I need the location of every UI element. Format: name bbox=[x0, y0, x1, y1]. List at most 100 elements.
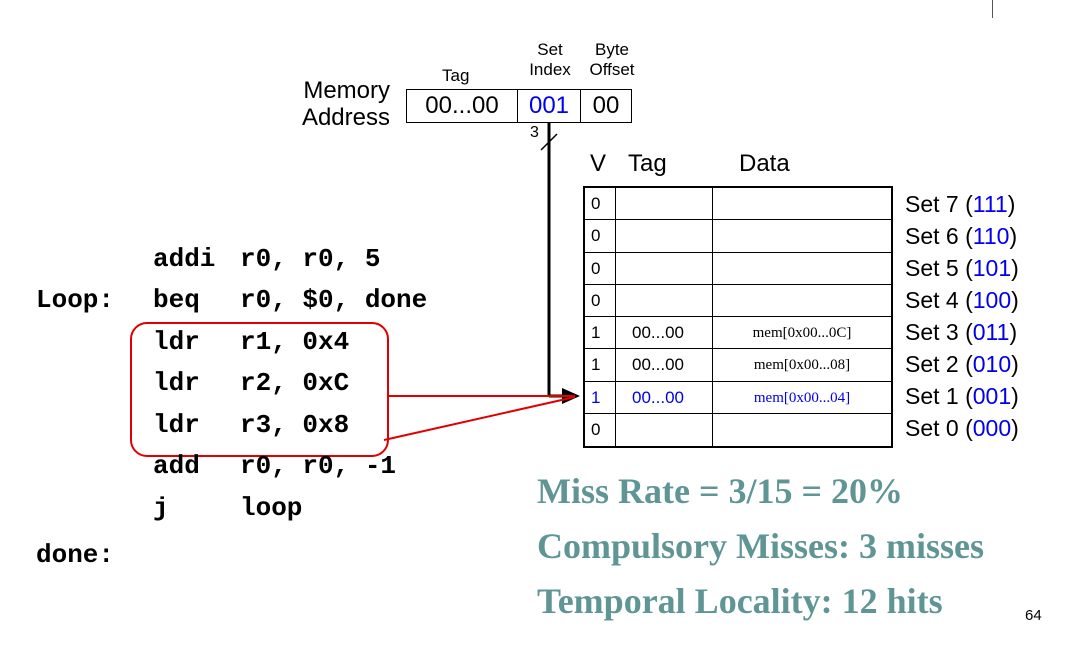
cache-row-set4: 0 bbox=[585, 284, 891, 317]
set-label-text: Set 5 ( bbox=[905, 255, 973, 281]
cache-header-tag: Tag bbox=[628, 150, 667, 177]
code-args: r0, $0, done bbox=[240, 285, 428, 315]
slide-divider bbox=[992, 0, 993, 18]
cache-tag bbox=[616, 413, 713, 446]
set-header-line1: Set bbox=[537, 40, 563, 59]
cache-row-set3: 1 00...00 mem[0x00...0C] bbox=[585, 317, 891, 350]
cache-valid-bit: 1 bbox=[585, 317, 616, 349]
cache-row-set1: 1 00...00 mem[0x00...04] bbox=[585, 381, 891, 414]
cache-valid-bit: 0 bbox=[585, 284, 616, 316]
offset-header-line1: Byte bbox=[594, 40, 630, 59]
code-line: ldr r2, 0xC bbox=[36, 368, 496, 400]
set-label-text: Set 1 ( bbox=[905, 383, 973, 409]
ldr-highlight-box bbox=[130, 322, 389, 457]
cache-data bbox=[713, 188, 891, 219]
cache-data bbox=[713, 220, 891, 251]
address-tag-field: 00...00 bbox=[406, 89, 518, 123]
cache-data: mem[0x00...0C] bbox=[752, 325, 852, 341]
cache-valid-bit: 0 bbox=[585, 252, 616, 284]
code-args: loop bbox=[240, 493, 303, 523]
set-label-1: Set 1 (001) bbox=[905, 382, 1019, 410]
set-label-close: ) bbox=[1011, 415, 1019, 441]
set-label-close: ) bbox=[1011, 383, 1019, 409]
set-header-line2: Index bbox=[529, 60, 571, 79]
address-set-field: 001 bbox=[517, 89, 581, 123]
code-args: r0, r0, -1 bbox=[240, 451, 397, 481]
set-label-close: ) bbox=[1007, 191, 1016, 217]
code-op: beq bbox=[153, 285, 200, 315]
code-op: j bbox=[153, 493, 169, 523]
set-label-5: Set 5 (101) bbox=[905, 254, 1019, 282]
set-label-bits: 111 bbox=[972, 191, 1008, 217]
code-line: ldr r1, 0x4 bbox=[36, 327, 496, 359]
cache-table: 0 0 0 0 1 00...00 mem[0x00...0C] 1 00...… bbox=[583, 186, 893, 448]
code-op: ldr bbox=[153, 327, 200, 357]
cache-tag bbox=[616, 284, 713, 316]
compulsory-misses-text: Compulsory Misses: 3 misses bbox=[537, 526, 984, 566]
code-line: Loop: beq r0, $0, done bbox=[36, 285, 496, 317]
set-label-text: Set 2 ( bbox=[905, 351, 973, 377]
cache-valid-bit: 0 bbox=[585, 188, 616, 220]
code-args: r3, 0x8 bbox=[240, 410, 350, 440]
set-label-text: Set 0 ( bbox=[905, 415, 973, 441]
set-label-bits: 110 bbox=[972, 223, 1010, 249]
set-label-2: Set 2 (010) bbox=[905, 350, 1019, 378]
set-label-text: Set 3 ( bbox=[905, 319, 973, 345]
code-op: add bbox=[153, 451, 200, 481]
code-args: r1, 0x4 bbox=[240, 327, 350, 357]
bus-width-slash bbox=[540, 133, 558, 151]
cache-tag: 00...00 bbox=[616, 349, 713, 381]
set-index-field-header: Set Index bbox=[520, 40, 580, 80]
set-label-bits: 000 bbox=[972, 415, 1012, 441]
tag-field-header: Tag bbox=[442, 66, 470, 85]
memory-address-label: Memory Address bbox=[284, 77, 390, 131]
temporal-locality-text: Temporal Locality: 12 hits bbox=[537, 581, 943, 621]
cache-row-set7: 0 bbox=[585, 188, 891, 221]
cache-row-set0: 0 bbox=[585, 413, 891, 446]
cache-header-v: V bbox=[590, 150, 607, 177]
set-label-bits: 001 bbox=[972, 383, 1012, 409]
code-label: Loop: bbox=[36, 285, 115, 315]
cache-header-data: Data bbox=[739, 150, 790, 177]
cache-row-set6: 0 bbox=[585, 220, 891, 253]
cache-tag bbox=[616, 252, 713, 284]
set-label-close: ) bbox=[1009, 223, 1018, 249]
set-label-bits: 011 bbox=[972, 319, 1010, 345]
memory-address-label-line1: Memory bbox=[303, 77, 390, 104]
cache-data: mem[0x00...08] bbox=[753, 357, 851, 374]
code-line: ldr r3, 0x8 bbox=[36, 410, 496, 442]
address-offset-field: 00 bbox=[580, 89, 632, 123]
code-line: done: bbox=[36, 540, 496, 572]
set-label-4: Set 4 (100) bbox=[905, 286, 1019, 314]
cache-tag bbox=[616, 188, 713, 220]
page-number: 64 bbox=[1025, 607, 1042, 624]
code-args: r2, 0xC bbox=[240, 368, 350, 398]
miss-rate-text: Miss Rate = 3/15 = 20% bbox=[537, 471, 903, 511]
cache-tag: 00...00 bbox=[616, 317, 713, 349]
set-label-close: ) bbox=[1011, 351, 1019, 377]
byte-offset-field-header: Byte Offset bbox=[578, 40, 646, 80]
set-label-bits: 100 bbox=[972, 287, 1012, 313]
set-label-7: Set 7 (111) bbox=[905, 190, 1015, 218]
cache-data bbox=[713, 285, 891, 316]
code-op: ldr bbox=[153, 410, 200, 440]
set-label-6: Set 6 (110) bbox=[905, 222, 1017, 250]
set-label-close: ) bbox=[1011, 255, 1019, 281]
set-label-close: ) bbox=[1011, 287, 1019, 313]
offset-header-line2: Offset bbox=[589, 60, 635, 79]
code-op: addi bbox=[153, 244, 216, 274]
cache-tag: 00...00 bbox=[616, 381, 713, 413]
code-line: j loop bbox=[36, 493, 496, 525]
cache-data: mem[0x00...04] bbox=[753, 389, 851, 406]
code-line: add r0, r0, -1 bbox=[36, 451, 496, 483]
set-label-close: ) bbox=[1009, 319, 1018, 345]
code-label: done: bbox=[36, 540, 115, 570]
cache-data bbox=[713, 253, 891, 284]
set-label-bits: 101 bbox=[972, 255, 1012, 281]
cache-valid-bit: 1 bbox=[585, 381, 616, 413]
cache-row-set2: 1 00...00 mem[0x00...08] bbox=[585, 349, 891, 382]
highlight-pointer-lower bbox=[383, 396, 576, 441]
cache-valid-bit: 0 bbox=[585, 413, 616, 446]
set-label-text: Set 7 ( bbox=[905, 191, 973, 217]
